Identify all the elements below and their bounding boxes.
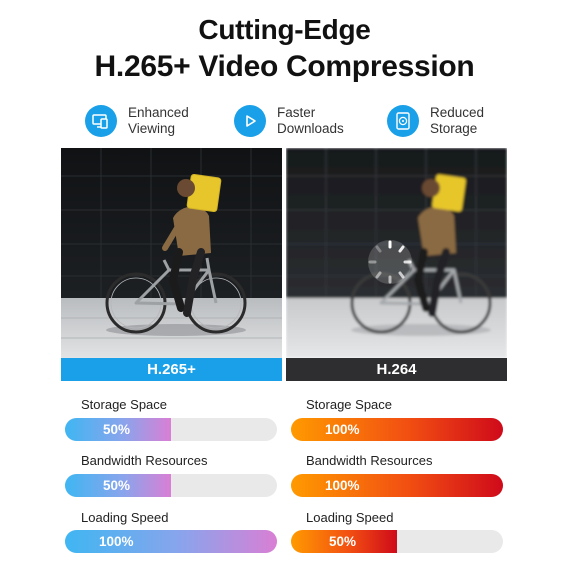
feature-label-line1: Faster <box>277 105 316 120</box>
page-title-line2: H.265+ Video Compression <box>94 50 475 83</box>
feature-label-line2: Viewing <box>128 121 176 136</box>
metric-bar-bandwidth-h264: 100% <box>291 474 503 497</box>
metric-label-bandwidth-h264: Bandwidth Resources <box>306 453 433 468</box>
metric-bar-bandwidth-h265: 50% <box>65 474 277 497</box>
metric-fill <box>65 474 171 497</box>
feature-reduced-storage: Reduced Storage <box>387 101 510 141</box>
metric-value: 100% <box>325 422 360 437</box>
feature-label-line1: Enhanced <box>128 105 189 120</box>
metric-label-loading-h265: Loading Speed <box>81 510 169 525</box>
storage-disk-icon <box>387 105 419 137</box>
loading-spinner-icon <box>368 240 412 284</box>
cyclist-photo-h264 <box>286 148 507 358</box>
metric-bar-loading-h264: 50% <box>291 530 503 553</box>
metric-fill <box>291 474 503 497</box>
metric-bar-loading-h265: 100% <box>65 530 277 553</box>
metric-bar-storage-h264: 100% <box>291 418 503 441</box>
metric-label-storage-h264: Storage Space <box>306 397 393 412</box>
metric-label-storage-h265: Storage Space <box>81 397 168 412</box>
metric-bar-storage-h265: 50% <box>65 418 277 441</box>
feature-faster-downloads: Faster Downloads <box>234 101 357 141</box>
feature-label-line1: Reduced <box>430 105 485 120</box>
metric-fill <box>65 418 171 441</box>
metric-value: 50% <box>103 422 131 437</box>
monitor-icon <box>85 105 117 137</box>
caption-h265: H.265+ <box>61 358 282 381</box>
metric-fill <box>65 530 277 553</box>
metric-fill <box>291 418 503 441</box>
metric-value: 100% <box>325 478 360 493</box>
page-title-line1: Cutting-Edge <box>198 14 371 45</box>
feature-label-line2: Storage <box>430 121 478 136</box>
play-icon <box>234 105 266 137</box>
metric-value: 100% <box>99 534 134 549</box>
metric-fill <box>291 530 397 553</box>
caption-h264: H.264 <box>286 358 507 381</box>
feature-label-line2: Downloads <box>277 121 344 136</box>
metric-label-bandwidth-h265: Bandwidth Resources <box>81 453 208 468</box>
feature-enhanced-viewing: Enhanced Viewing <box>85 101 208 141</box>
metric-value: 50% <box>103 478 131 493</box>
metric-value: 50% <box>329 534 357 549</box>
metric-label-loading-h264: Loading Speed <box>306 510 394 525</box>
cyclist-photo-h265 <box>61 148 282 358</box>
